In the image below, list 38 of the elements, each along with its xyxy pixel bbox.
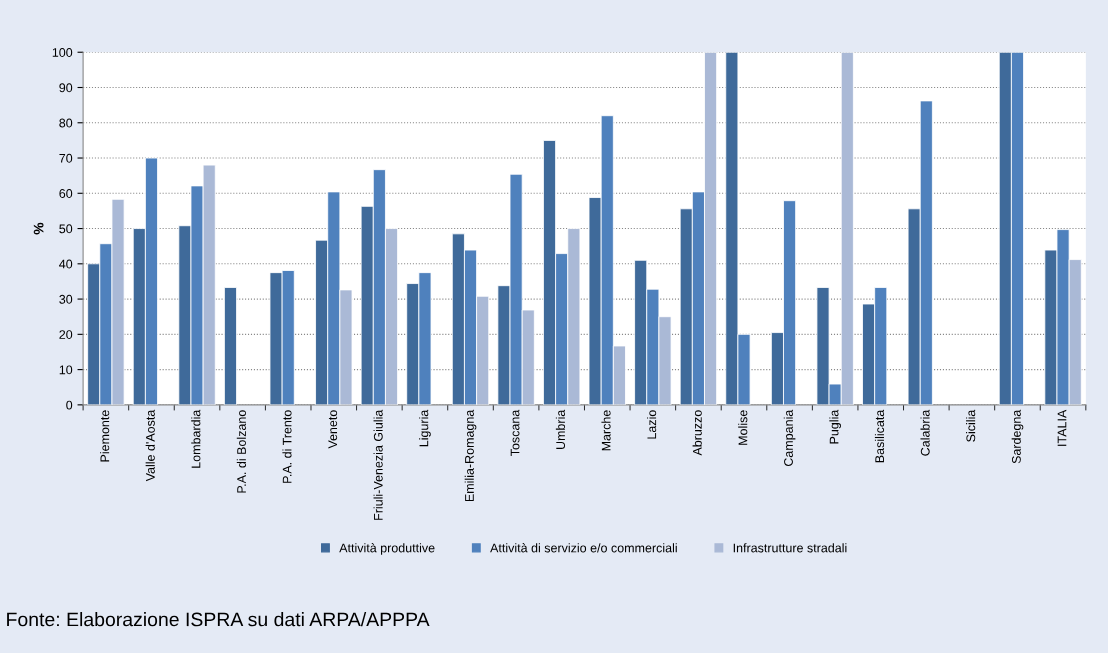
x-tick-label: Toscana	[510, 409, 520, 456]
x-tick-label: ITALIA	[1057, 409, 1067, 446]
x-tick-label: Friuli-Venezia Giulia	[373, 409, 383, 520]
y-tick-label: 30	[59, 294, 73, 304]
x-tick-label: Emilia-Romagna	[464, 409, 477, 502]
x-tick-label: P.A. di Trento	[282, 410, 292, 483]
y-tick-label: 50	[59, 224, 73, 234]
x-tick-label: Marche	[601, 410, 611, 451]
x-tick-label: P.A. di Bolzano	[236, 410, 246, 493]
x-tick-label: Umbria	[555, 409, 566, 450]
y-tick-label: 80	[59, 118, 73, 128]
x-tick-label: Sardegna	[1011, 409, 1024, 464]
x-tick-label: Basilicata	[874, 409, 885, 463]
x-tick-label: Sicilia	[966, 409, 976, 442]
y-axis-title: %	[33, 222, 44, 235]
x-tick-label: Piemonte	[100, 410, 110, 462]
y-tick-label: 60	[59, 189, 73, 198]
y-tick-label: 90	[59, 83, 73, 93]
legend-label: Infrastrutture stradali	[733, 543, 847, 553]
legend-label: Attività di servizio e/o commerciali	[490, 543, 677, 553]
x-tick-label: Lazio	[647, 410, 657, 439]
x-tick-label: Lombardia	[191, 409, 201, 468]
x-tick-label: Abruzzo	[692, 410, 702, 456]
x-tick-label: Veneto	[328, 410, 338, 449]
x-tick-label: Liguria	[419, 409, 431, 447]
x-tick-label: Valle d'Aosta	[145, 409, 155, 482]
source-note: Fonte: Elaborazione ISPRA su dati ARPA/APPPA	[7, 612, 430, 627]
x-tick-label: Molise	[738, 410, 748, 445]
legend-label: Attività produttive	[339, 543, 435, 555]
x-tick-label: Campania	[783, 409, 796, 467]
x-tick-label: Calabria	[920, 409, 930, 456]
y-tick-label: 70	[59, 153, 73, 163]
y-tick-label: 0	[66, 400, 73, 410]
y-tick-label: 10	[59, 365, 73, 375]
x-tick-label: Puglia	[829, 409, 841, 444]
y-tick-label: 100	[52, 48, 73, 57]
y-tick-label: 40	[59, 259, 73, 269]
y-tick-label: 20	[59, 330, 73, 339]
